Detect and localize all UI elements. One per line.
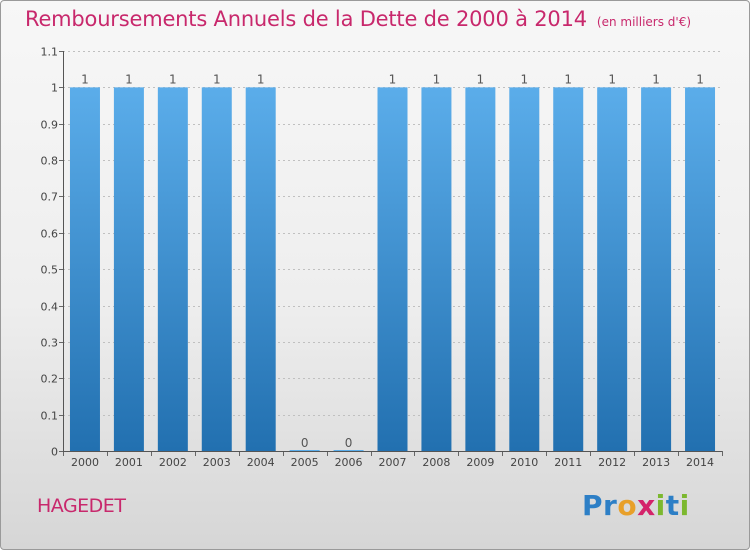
value-label: 1 (125, 72, 133, 86)
bar (157, 87, 188, 451)
bar (641, 87, 672, 451)
bar (421, 87, 452, 451)
value-label: 1 (564, 72, 572, 86)
logo-letter: x (637, 489, 656, 522)
bar (113, 87, 144, 451)
bar (553, 87, 584, 451)
x-tick-label: 2012 (598, 456, 626, 469)
commune-name: HAGEDET (37, 495, 126, 517)
chart-unit: (en milliers d'€) (596, 15, 692, 29)
y-tick-label: 1 (51, 82, 58, 95)
bar (69, 87, 100, 451)
logo-letter: o (617, 489, 638, 522)
bar (201, 87, 232, 451)
y-tick-label: 0.2 (41, 373, 59, 386)
value-label: 1 (81, 72, 89, 86)
chart-title-main: Remboursements Annuels de la Dette de 20… (25, 7, 587, 31)
x-tick-label: 2010 (510, 456, 538, 469)
x-tick-label: 2000 (71, 456, 99, 469)
value-label: 0 (301, 436, 309, 450)
x-tick-label: 2003 (203, 456, 231, 469)
y-tick-label: 0.1 (41, 410, 59, 423)
value-label: 1 (257, 72, 265, 86)
y-tick-label: 1.1 (41, 46, 59, 59)
y-tick-label: 0.4 (41, 301, 59, 314)
bar (509, 87, 540, 451)
y-tick-label: 0 (51, 446, 58, 459)
y-tick-label: 0.3 (41, 337, 59, 350)
bar (685, 87, 716, 451)
x-tick-label: 2008 (422, 456, 450, 469)
value-label: 1 (169, 72, 177, 86)
x-tick-label: 2001 (115, 456, 143, 469)
bar (597, 87, 628, 451)
logo-letter: r (603, 489, 618, 522)
chart-title: Remboursements Annuels de la Dette de 20… (25, 7, 691, 31)
x-tick-label: 2005 (291, 456, 319, 469)
y-tick-label: 0.6 (41, 228, 59, 241)
logo-letter: i (655, 489, 666, 522)
y-tick-label: 0.8 (41, 155, 59, 168)
x-tick-label: 2004 (247, 456, 275, 469)
value-label: 1 (696, 72, 704, 86)
value-label: 1 (520, 72, 528, 86)
x-tick-label: 2011 (554, 456, 582, 469)
value-label: 1 (213, 72, 221, 86)
x-tick-label: 2014 (686, 456, 714, 469)
logo-letter: P (582, 489, 604, 522)
bar (465, 87, 496, 451)
x-tick-label: 2009 (466, 456, 494, 469)
proxiti-logo: Proxiti (582, 489, 690, 522)
logo-letter: i (679, 489, 690, 522)
value-label: 1 (433, 72, 441, 86)
value-label: 1 (477, 72, 485, 86)
value-label: 1 (652, 72, 660, 86)
logo-letter: t (665, 489, 680, 522)
bar (377, 87, 408, 451)
y-tick-label: 0.9 (41, 119, 59, 132)
x-tick-label: 2006 (335, 456, 363, 469)
value-label: 1 (389, 72, 397, 86)
x-tick-label: 2002 (159, 456, 187, 469)
value-label: 0 (345, 436, 353, 450)
value-label: 1 (608, 72, 616, 86)
x-tick-label: 2013 (642, 456, 670, 469)
y-tick-label: 0.5 (41, 264, 59, 277)
bar (245, 87, 276, 451)
y-tick-label: 0.7 (41, 191, 59, 204)
x-tick-label: 2007 (379, 456, 407, 469)
